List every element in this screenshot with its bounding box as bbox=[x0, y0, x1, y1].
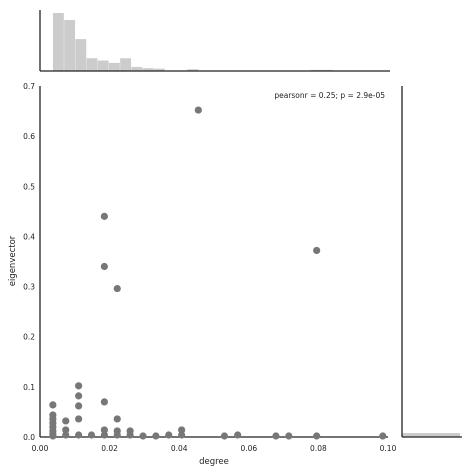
scatter-point bbox=[220, 432, 229, 440]
scatter-point bbox=[100, 431, 108, 439]
x-hist-bar bbox=[131, 66, 143, 71]
scatter-point bbox=[100, 426, 108, 434]
scatter-point bbox=[100, 212, 108, 220]
scatter-point bbox=[87, 431, 96, 439]
x-hist-bar bbox=[142, 68, 154, 71]
scatter-point bbox=[100, 398, 108, 406]
y-tick-label: 0.0 bbox=[23, 433, 35, 442]
scatter-points bbox=[49, 106, 387, 440]
y-tick-label: 0.3 bbox=[23, 283, 35, 292]
scatter-point bbox=[234, 431, 242, 439]
y-tick-label: 0.4 bbox=[23, 232, 35, 241]
scatter-point bbox=[126, 431, 134, 439]
x-hist-bar bbox=[64, 19, 76, 71]
x-hist-bar bbox=[52, 13, 64, 71]
x-hist-bar bbox=[75, 39, 87, 71]
scatter-point bbox=[379, 432, 387, 440]
y-tick-label: 0.6 bbox=[23, 132, 35, 141]
scatter-point bbox=[75, 392, 83, 400]
x-hist-bar bbox=[120, 58, 132, 71]
x-hist-bar bbox=[86, 58, 98, 71]
x-hist-bar bbox=[97, 60, 109, 71]
scatter-point bbox=[62, 431, 70, 439]
marginal-y-histogram bbox=[401, 86, 462, 438]
scatter-axes: 0.00 0.02 0.04 0.06 0.08 0.10 0.0 0.1 0.2 0.3 0.4 0… bbox=[23, 82, 397, 453]
scatter-point bbox=[313, 246, 321, 255]
x-tick-label: 0.06 bbox=[240, 444, 257, 453]
x-tick-label: 0.08 bbox=[310, 444, 327, 453]
x-hist-bar bbox=[108, 62, 120, 71]
scatter-point bbox=[178, 426, 186, 434]
scatter-point bbox=[49, 432, 57, 440]
y-tick-label: 0.5 bbox=[23, 182, 35, 191]
scatter-point bbox=[100, 262, 108, 271]
x-tick-label: 0.02 bbox=[101, 444, 118, 453]
scatter-point bbox=[194, 106, 202, 114]
scatter-point bbox=[49, 401, 57, 409]
y-tick-label: 0.1 bbox=[23, 383, 35, 392]
scatter-point bbox=[113, 431, 121, 439]
scatter-point bbox=[272, 432, 280, 440]
marginal-x-histogram bbox=[39, 10, 390, 72]
x-tick-label: 0.04 bbox=[171, 444, 188, 453]
x-hist-bar bbox=[153, 68, 165, 71]
scatter-point bbox=[165, 431, 173, 439]
scatter-point bbox=[75, 431, 83, 439]
scatter-point bbox=[139, 432, 147, 440]
x-hist-bar bbox=[187, 69, 199, 71]
scatter-point bbox=[62, 417, 70, 425]
scatter-point bbox=[75, 415, 83, 423]
scatter-point bbox=[178, 431, 186, 439]
y-tick-label: 0.2 bbox=[23, 333, 35, 342]
scatter-point bbox=[313, 432, 321, 440]
scatter-point bbox=[75, 402, 83, 410]
scatter-point bbox=[113, 284, 121, 293]
scatter-point bbox=[113, 415, 121, 423]
x-axis-label: degree bbox=[199, 457, 229, 467]
scatter-point bbox=[62, 426, 70, 434]
y-axis-label: eigenvector bbox=[8, 235, 18, 286]
pearsonr-annotation: pearsonr = 0.25; p = 2.9e-05 bbox=[274, 91, 385, 100]
y-hist-bar bbox=[402, 433, 460, 437]
x-tick-label: 0.00 bbox=[32, 444, 49, 453]
scatter-point bbox=[75, 382, 83, 390]
scatter-point bbox=[285, 432, 293, 440]
x-tick-label: 0.10 bbox=[380, 444, 397, 453]
y-tick-label: 0.7 bbox=[23, 82, 35, 91]
scatter-point bbox=[152, 432, 160, 440]
